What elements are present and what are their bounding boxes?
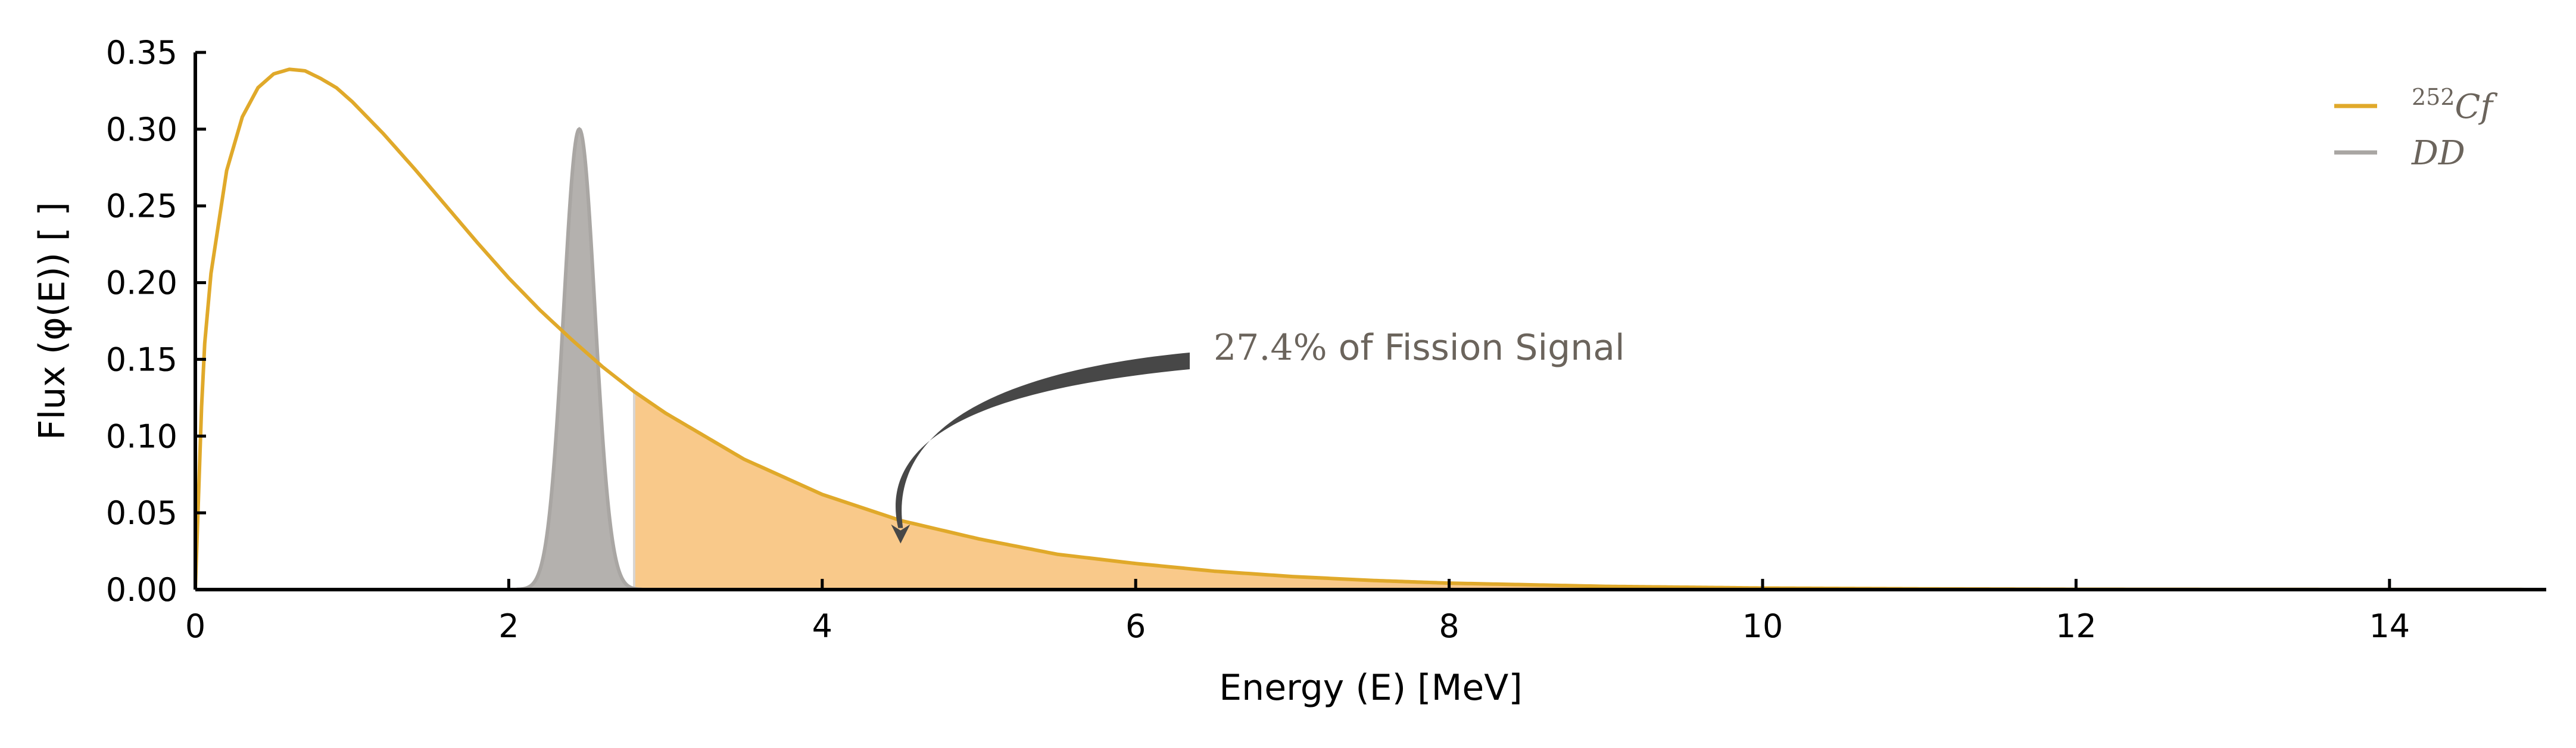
y-tick-label: 0.15 [106, 341, 177, 378]
y-tick-label: 0.20 [106, 264, 177, 302]
x-tick-label: 6 [1125, 607, 1146, 645]
axes-layer [194, 52, 2546, 591]
y-axis-label: Flux (φ(E)) [ ] [32, 202, 73, 440]
annotation-arrow-body [896, 353, 1190, 528]
annotation-caption: of Fission Signal [1327, 327, 1625, 369]
dd-peak-line [516, 127, 643, 591]
legend-cf252-sup: 252 [2412, 84, 2455, 110]
tick-layer: 0 2 4 6 8 10 12 14 0.00 0.05 0.10 0.15 0.20 0.25 0.30 0… [106, 34, 2410, 645]
x-axis-label: Energy (E) [MeV] [1219, 667, 1522, 709]
annotation-percent: 27.4% [1214, 327, 1327, 369]
y-tick-label: 0.35 [106, 34, 177, 71]
annotation-arrow-head [891, 524, 910, 544]
y-tick-label: 0.00 [106, 571, 177, 609]
x-tick-label: 8 [1439, 607, 1459, 645]
fill-layer [516, 129, 2546, 590]
x-tick-label: 10 [1742, 607, 1783, 645]
x-tick-label: 14 [2369, 607, 2410, 645]
legend-cf252-main: Cf [2455, 88, 2499, 126]
y-tick-label: 0.10 [106, 417, 177, 455]
legend-dd-label: DD [2411, 134, 2465, 173]
x-tick-label: 4 [812, 607, 832, 645]
x-tick-label: 0 [185, 607, 205, 645]
dd-peak-fill [516, 129, 643, 590]
shaded-region-fission [634, 391, 2546, 590]
legend: 252Cf DD [2334, 84, 2498, 173]
y-tick-label: 0.30 [106, 111, 177, 148]
x-tick-label: 12 [2056, 607, 2097, 645]
y-tick-label: 0.05 [106, 494, 177, 532]
annotation-text: 27.4% of Fission Signal [1214, 327, 1625, 369]
annotation-layer: 27.4% of Fission Signal [891, 327, 1625, 544]
y-tick-label: 0.25 [106, 188, 177, 225]
legend-cf252-label: 252Cf [2412, 84, 2498, 126]
x-tick-label: 2 [498, 607, 519, 645]
